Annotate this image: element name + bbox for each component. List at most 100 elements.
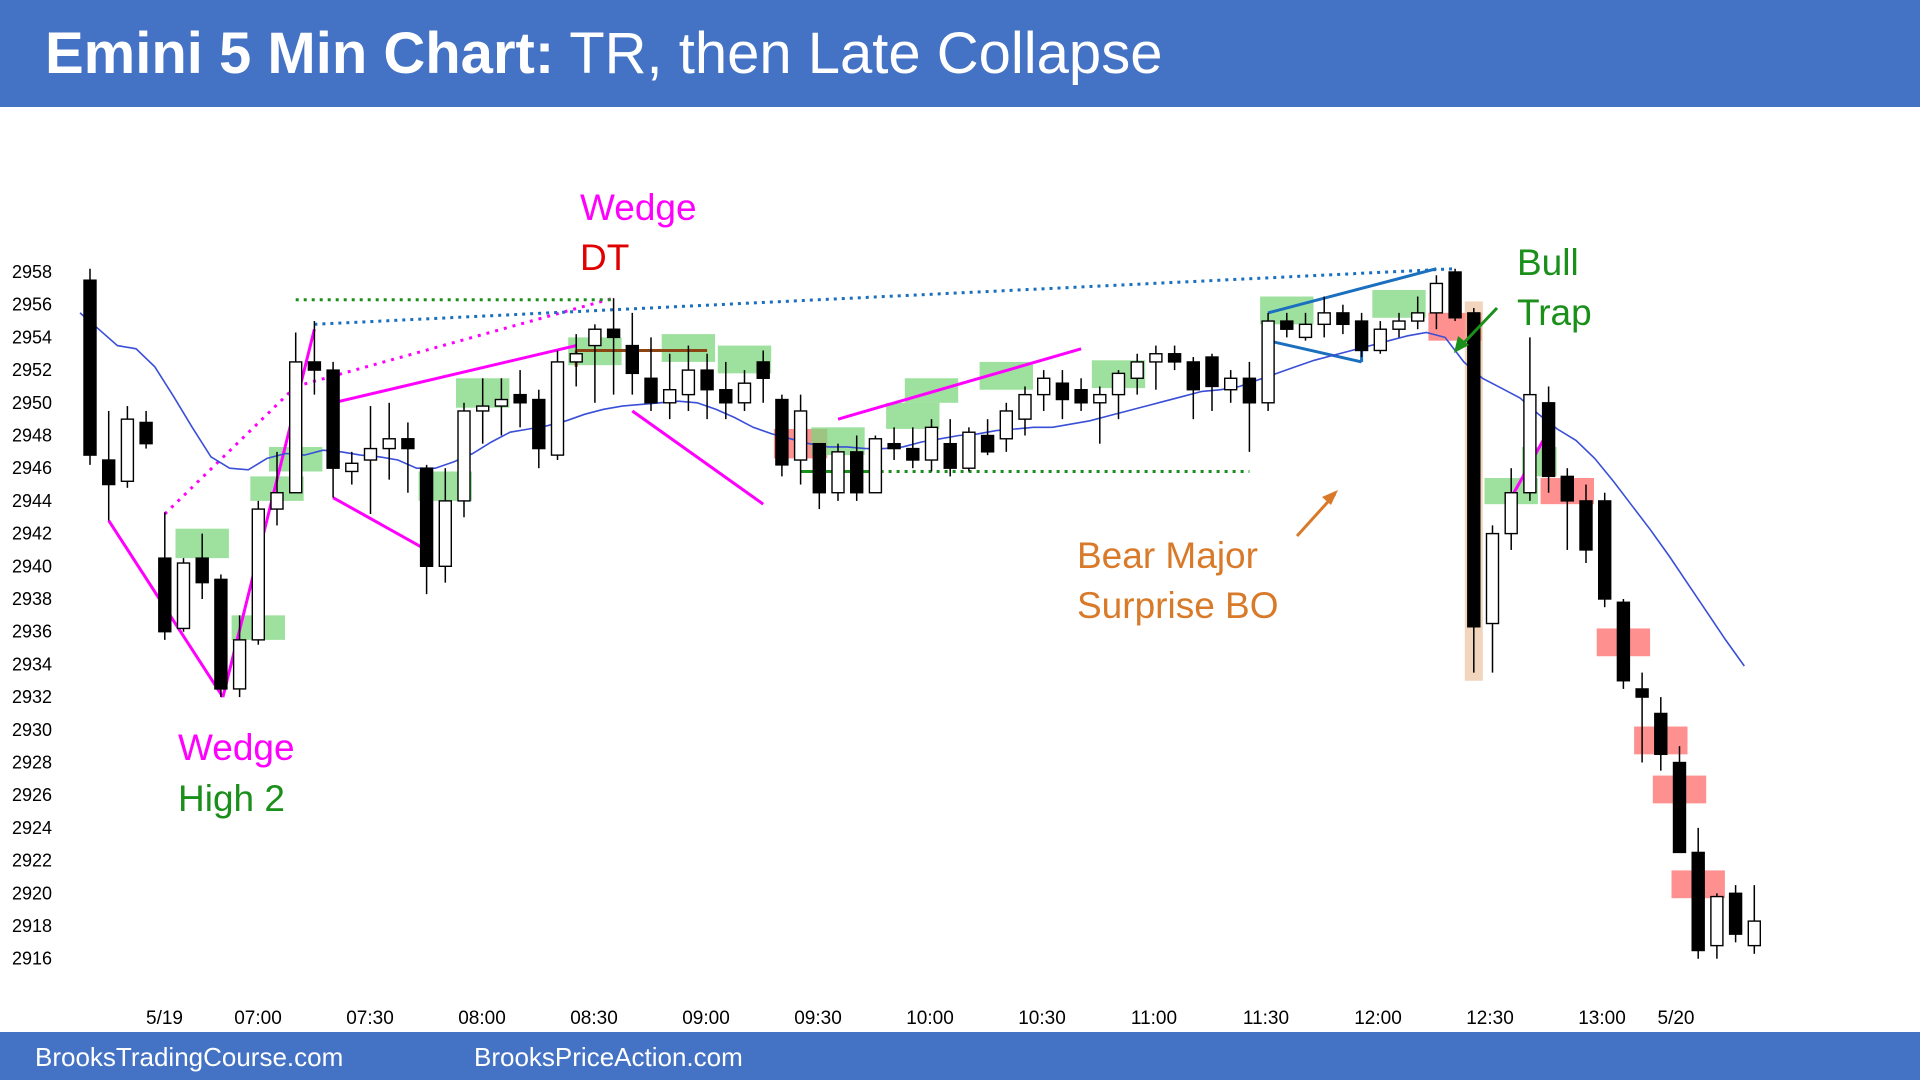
bear-candle-body: [943, 442, 957, 469]
y-tick-label: 2920: [12, 883, 52, 903]
annotation-label: DT: [580, 237, 629, 278]
x-tick-label: 12:30: [1466, 1008, 1514, 1029]
bull-candle-body: [476, 405, 490, 412]
y-tick-label: 2952: [12, 360, 52, 380]
annotations: Wedge DT Wedge High 2 Bull Trap Bear Major Surp…: [178, 187, 1592, 819]
y-tick-label: 2922: [12, 851, 52, 871]
candle: [737, 370, 752, 411]
bear-candle-body: [1691, 851, 1705, 952]
y-tick-label: 2956: [12, 295, 52, 315]
bull-candle-body: [868, 438, 883, 494]
bull-candle-body: [1223, 377, 1238, 391]
bear-candle-body: [83, 279, 97, 456]
annotation-label: Bull: [1517, 242, 1579, 283]
y-tick-label: 2926: [12, 785, 52, 805]
y-tick-label: 2946: [12, 458, 52, 478]
candle: [1223, 370, 1238, 403]
annotation-label: Trap: [1517, 292, 1592, 333]
bull-candle-body: [1130, 361, 1144, 379]
candle: [289, 332, 303, 494]
candle: [1130, 353, 1144, 395]
bear-candle-body: [625, 344, 639, 375]
y-tick-label: 2928: [12, 753, 52, 773]
title-bold: Emini 5 Min Chart:: [45, 21, 555, 86]
candle: [1710, 893, 1724, 959]
candle: [1728, 885, 1743, 943]
y-tick-label: 2954: [12, 327, 52, 347]
bull-candle-body: [1373, 328, 1388, 352]
bull-candle-body: [1504, 492, 1518, 535]
candle: [176, 558, 191, 632]
candles: [83, 268, 1762, 959]
candle: [606, 298, 621, 395]
bear-candle-body: [906, 447, 920, 461]
bear-candle-body: [644, 377, 658, 404]
title-rest: TR, then Late Collapse: [554, 21, 1163, 86]
candle: [681, 345, 696, 411]
arrow-head: [1454, 336, 1469, 353]
bull-candle-body: [1018, 393, 1032, 420]
x-tick-label: 13:00: [1578, 1008, 1626, 1029]
candle: [943, 419, 957, 477]
candle: [270, 451, 284, 526]
bear-candle-body: [214, 578, 228, 690]
bull-candle-body: [569, 353, 583, 363]
candle: [1672, 746, 1687, 854]
candle: [494, 378, 509, 436]
x-tick-label: 07:30: [346, 1008, 394, 1029]
arrow-head: [1322, 490, 1338, 505]
bull-highlight: [904, 378, 959, 403]
bull-candle-body: [1392, 320, 1406, 330]
annotation-label: Wedge: [580, 187, 697, 228]
bear-candle-body: [195, 557, 209, 584]
candle: [1616, 599, 1631, 689]
footer-left-link[interactable]: BrooksTradingCourse.com: [35, 1042, 344, 1072]
bear-candle-body: [419, 467, 434, 568]
candle: [962, 427, 976, 472]
candle: [588, 324, 602, 403]
bull-candle-body: [1149, 353, 1163, 363]
bear-candle-body: [1167, 353, 1182, 363]
bull-candle-body: [831, 451, 845, 494]
candle: [1691, 827, 1705, 959]
candle: [1093, 386, 1107, 444]
footer-right-link[interactable]: BrooksPriceAction.com: [474, 1042, 743, 1072]
x-tick-label: 10:30: [1018, 1008, 1066, 1029]
bear-candle-body: [1074, 389, 1088, 404]
bull-candle-body: [1298, 323, 1313, 339]
bear-candle-body: [139, 421, 153, 445]
candle: [326, 361, 340, 498]
bear-candle-body: [1579, 500, 1593, 551]
bear-candle-body: [1728, 892, 1743, 935]
x-tick-label: 12:00: [1354, 1008, 1402, 1029]
wedge-bottom-line: [1267, 339, 1362, 364]
candle: [1523, 337, 1537, 501]
bull-candle-body: [363, 447, 378, 461]
y-axis-labels: 2958 2956 2954 2952 2950 2948 2946 2944 2942 2940…: [12, 262, 52, 969]
y-tick-label: 2950: [12, 393, 52, 413]
bull-candle-body: [1093, 393, 1107, 404]
candle: [793, 394, 808, 485]
y-tick-label: 2934: [12, 654, 52, 674]
bear-candle-body: [307, 361, 322, 371]
bull-candle-body: [494, 398, 509, 407]
x-tick-label: 10:00: [906, 1008, 954, 1029]
bull-candle-body: [1523, 393, 1537, 494]
bear-candle-body: [775, 398, 789, 466]
candle: [1485, 525, 1500, 673]
candle: [158, 512, 172, 640]
bear-candle-body: [1541, 402, 1556, 478]
bear-candle-body: [1354, 320, 1369, 352]
candle: [644, 337, 658, 411]
bear-candle-body: [1597, 500, 1612, 600]
x-tick-label: 08:00: [458, 1008, 506, 1029]
bull-candle-body: [1111, 372, 1126, 396]
bear-candle-body: [606, 328, 621, 339]
y-tick-label: 2958: [12, 262, 52, 282]
bear-candle-body: [887, 442, 901, 450]
bull-candle-body: [1747, 920, 1762, 947]
candle: [438, 468, 452, 583]
bear-candle-body: [1336, 312, 1350, 326]
bear-candle-body: [401, 438, 415, 450]
bull-candle-body: [457, 410, 471, 502]
